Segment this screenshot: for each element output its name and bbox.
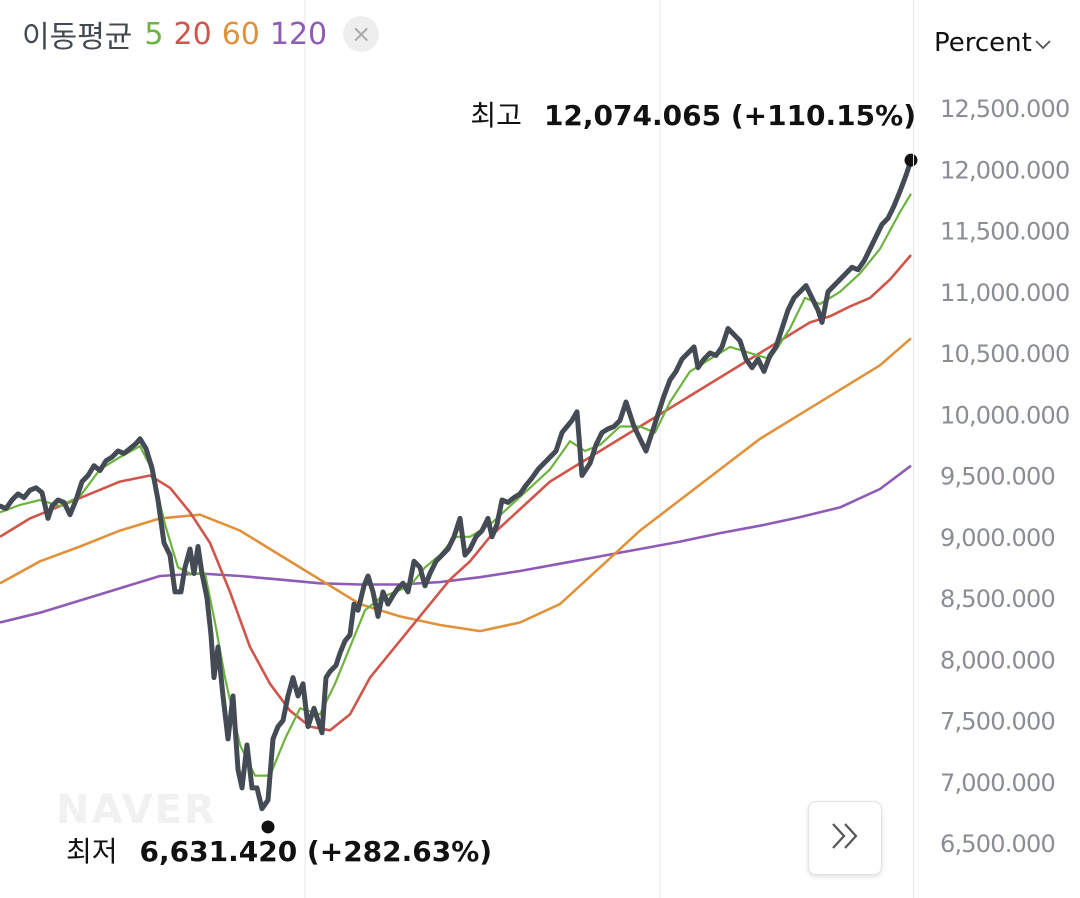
ma20-line [0, 254, 912, 732]
y-axis-separator [913, 0, 914, 898]
legend-item-ma60: 60 [221, 16, 260, 52]
ma60-line [0, 337, 912, 633]
legend-item-ma120: 120 [269, 16, 328, 52]
y-tick-label: 12,000.000 [940, 156, 1069, 184]
y-tick-label: 6,500.000 [940, 830, 1055, 858]
y-axis-ticks: 6,500.000 7,000.000 7,500.000 8,000.000 8,50… [940, 95, 1070, 858]
y-tick-label: 12,500.000 [940, 95, 1069, 123]
naver-watermark: NAVER [56, 787, 217, 833]
ma120-line [0, 464, 912, 624]
y-tick-label: 8,500.000 [940, 585, 1055, 613]
scroll-to-latest-button[interactable] [808, 801, 882, 875]
moving-average-legend: 이동평균 5 20 60 120 × [22, 14, 380, 55]
low-label: 최저 [66, 835, 118, 868]
high-point-marker [904, 153, 918, 167]
y-tick-label: 11,500.000 [940, 218, 1069, 246]
close-icon[interactable]: × [343, 16, 380, 52]
y-tick-label: 9,000.000 [940, 524, 1055, 552]
y-tick-label: 10,500.000 [940, 340, 1069, 368]
legend-item-ma5: 5 [144, 16, 164, 52]
double-chevron-right-icon [825, 816, 865, 860]
high-label: 최고 [470, 99, 522, 132]
low-value: 6,631.420 (+282.63%) [139, 835, 493, 868]
legend-title: 이동평균 [22, 20, 133, 55]
high-value: 12,074.065 (+110.15%) [543, 99, 916, 132]
high-annotation: 최고 12,074.065 (+110.15%) [470, 94, 916, 134]
low-point-marker [261, 820, 275, 834]
y-tick-label: 7,000.000 [940, 769, 1055, 797]
legend-item-ma20: 20 [173, 16, 212, 52]
series-lines [0, 193, 912, 777]
y-tick-label: 7,500.000 [940, 708, 1055, 736]
price-line-path [0, 157, 914, 812]
grid-lines [304, 0, 661, 898]
low-annotation: 최저 6,631.420 (+282.63%) [66, 830, 492, 870]
extreme-markers [261, 153, 918, 834]
unit-selector-label: Percent [934, 28, 1032, 58]
ma5-line [0, 193, 912, 777]
unit-selector[interactable]: Percent [934, 28, 1052, 58]
y-tick-label: 10,000.000 [940, 401, 1069, 429]
price-line [0, 157, 914, 812]
y-tick-label: 11,000.000 [940, 279, 1069, 307]
chevron-down-icon [1034, 31, 1052, 55]
y-tick-label: 9,500.000 [940, 463, 1055, 491]
y-tick-label: 8,000.000 [940, 646, 1055, 674]
